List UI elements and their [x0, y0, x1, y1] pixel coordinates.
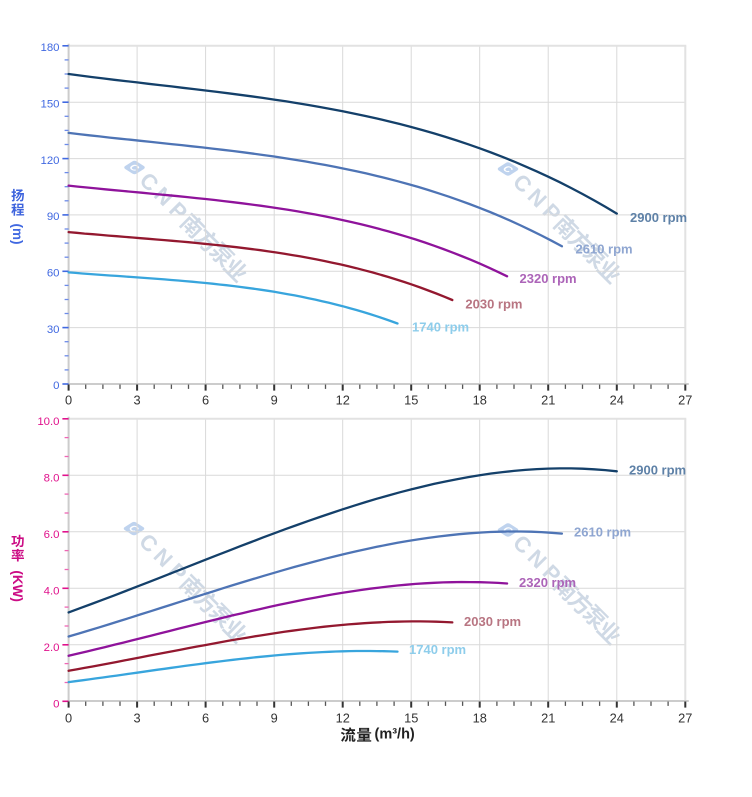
svg-text:6: 6	[202, 710, 209, 725]
svg-text:(m): (m)	[10, 224, 25, 245]
svg-text:4.0: 4.0	[44, 585, 60, 597]
svg-text:15: 15	[404, 710, 418, 725]
svg-text:3: 3	[134, 710, 141, 725]
svg-text:12: 12	[336, 710, 350, 725]
svg-text:21: 21	[541, 710, 555, 725]
svg-text:27: 27	[678, 710, 692, 725]
svg-text:10.0: 10.0	[37, 416, 59, 428]
svg-text:12: 12	[336, 393, 350, 408]
svg-text:9: 9	[271, 393, 278, 408]
svg-text:180: 180	[40, 42, 59, 54]
svg-text:3: 3	[134, 393, 141, 408]
svg-text:2030 rpm: 2030 rpm	[464, 614, 521, 629]
svg-text:C: C	[125, 524, 141, 534]
svg-text:(KW): (KW)	[10, 570, 25, 601]
svg-text:18: 18	[473, 710, 487, 725]
svg-text:150: 150	[40, 98, 59, 110]
svg-text:24: 24	[610, 393, 624, 408]
svg-text:2320 rpm: 2320 rpm	[520, 271, 577, 286]
svg-text:2320 rpm: 2320 rpm	[519, 575, 576, 590]
svg-text:0: 0	[53, 380, 59, 392]
svg-text:0: 0	[53, 698, 59, 710]
svg-text:24: 24	[610, 710, 624, 725]
svg-text:8.0: 8.0	[44, 472, 60, 484]
svg-text:1740 rpm: 1740 rpm	[412, 320, 469, 335]
svg-text:15: 15	[404, 393, 418, 408]
svg-text:21: 21	[541, 393, 555, 408]
svg-text:2900 rpm: 2900 rpm	[630, 210, 687, 225]
svg-text:30: 30	[47, 324, 60, 336]
svg-text:(m³/h): (m³/h)	[375, 727, 415, 743]
svg-text:6.0: 6.0	[44, 529, 60, 541]
svg-text:2030 rpm: 2030 rpm	[465, 296, 522, 311]
svg-text:2900 rpm: 2900 rpm	[629, 463, 686, 478]
svg-text:90: 90	[47, 211, 60, 223]
svg-text:6: 6	[202, 393, 209, 408]
svg-text:C: C	[499, 165, 515, 175]
svg-text:120: 120	[40, 155, 59, 167]
svg-text:2610 rpm: 2610 rpm	[576, 242, 633, 257]
svg-text:27: 27	[678, 393, 692, 408]
svg-text:2610 rpm: 2610 rpm	[574, 524, 631, 539]
svg-text:9: 9	[271, 710, 278, 725]
svg-text:0: 0	[65, 710, 72, 725]
svg-text:2.0: 2.0	[44, 642, 60, 654]
svg-text:1740 rpm: 1740 rpm	[409, 642, 466, 657]
svg-text:C: C	[126, 163, 142, 173]
svg-text:0: 0	[65, 393, 72, 408]
svg-text:18: 18	[473, 393, 487, 408]
svg-text:60: 60	[47, 268, 60, 280]
